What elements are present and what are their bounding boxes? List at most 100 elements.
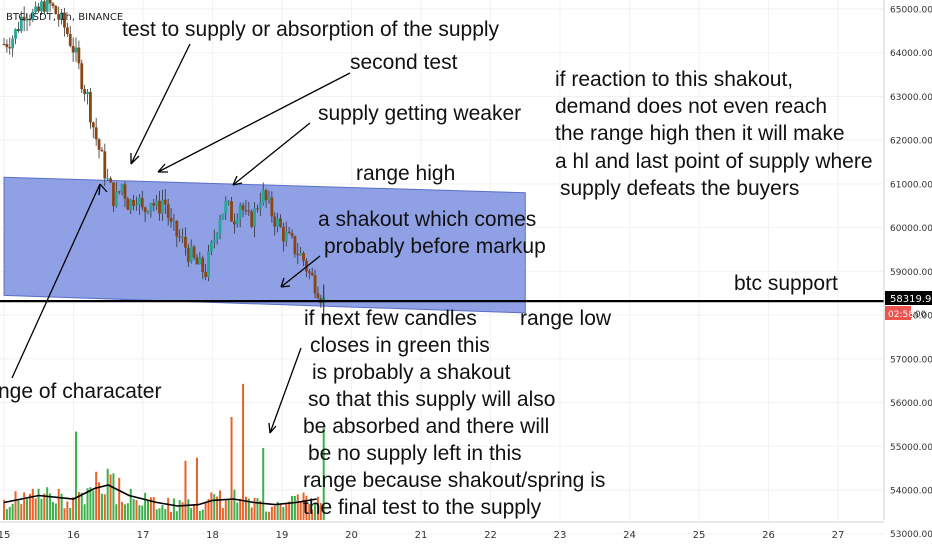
volume-bar [242,383,245,520]
candle-body [60,12,64,20]
volume-bar [8,507,11,520]
volume-bar [250,507,253,520]
volume-bar [161,504,164,520]
volume-bar [291,495,294,520]
volume-bar [149,497,152,520]
candle-body [181,236,184,238]
volume-bar [23,492,26,520]
volume-bar [230,416,233,520]
volume-bar [265,511,268,520]
candle-body [94,127,98,140]
volume-bar [100,493,103,520]
candle-body [284,231,288,242]
volume-bar [256,498,259,520]
price-axis: 65000.00 64000.00 63000.00 62000.00 61000.00… [890,6,932,541]
candle-body [132,199,136,206]
candle-body [166,204,170,218]
candle-body [235,219,239,225]
price-label-partial: .00 [912,310,927,320]
volume-bar [72,497,75,520]
candle-body [302,252,305,261]
candle-body [192,246,196,258]
candle-body [273,216,277,227]
volume-bar [216,496,219,520]
candle-body [279,218,282,227]
candle-body [40,1,43,12]
volume-bar [121,501,124,520]
volume-bar [207,499,210,520]
time-tick-label: 18 [206,530,219,541]
time-tick-label: 15 [0,530,10,541]
candle-body [287,231,291,234]
volume-bar [155,509,158,520]
volume-bar [98,482,101,520]
candle-body [5,44,9,48]
candle-body [218,219,222,234]
volume-bar [11,503,14,520]
annotation-btc-support: btc support [734,272,838,295]
annotation-next-6: be no supply left in this [308,442,522,465]
symbol-label: BTCUSDT, 1h, BINANCE [6,12,123,23]
time-tick-label: 16 [67,530,80,541]
volume-bar [49,493,52,520]
volume-bar [37,488,40,520]
candle-body [212,239,216,243]
volume-ma-line [3,484,317,507]
candle-body [267,197,271,201]
volume-bar [178,500,181,520]
annotation-reaction-5: supply defeats the buyers [560,177,799,200]
candle-body [175,220,179,237]
volume-bar [204,502,207,520]
candle-body [34,6,38,12]
candle-body [270,197,274,217]
volume-bar [299,501,302,520]
volume-bar [89,487,92,520]
candle-body [25,19,29,21]
volume-bar [14,491,17,520]
volume-bar [175,511,178,520]
candle-body [114,191,118,207]
candle-body [184,236,187,248]
volume-bar [152,497,155,520]
time-tick-label: 19 [276,530,289,541]
candle-body [227,201,231,203]
candle-body [163,199,167,205]
candle-body [238,205,242,220]
candle-body [256,208,259,210]
candle-body [74,47,78,53]
candle-body [103,151,107,179]
current-price-badge [885,291,932,305]
volume-bar [236,502,239,520]
annotation-second-test: second test [350,51,458,74]
volume-bar [319,503,322,520]
candle-body [172,220,176,222]
volume-bar [40,498,43,520]
volume-bar [253,497,256,520]
candle-body [307,271,311,273]
volume-bar [103,494,106,520]
volume-bar [288,501,291,520]
annotation-next-3: is probably a shakout [312,361,511,384]
annotation-change-of-character: nge of characater [0,380,161,403]
volume-bar [262,448,265,520]
annotation-next-2: closes in green this [310,334,490,357]
candle-body [54,6,58,15]
candle-body [86,91,89,95]
candle-body [140,197,144,208]
volume-bar [282,507,285,520]
candle-body [42,1,46,12]
candle-body [31,11,35,21]
price-tick-label: 62000.00 [890,137,932,147]
candle-body [155,200,159,206]
volume-bar [311,509,314,520]
current-price-label: 58319.99 [890,294,932,305]
volume-bar [181,502,184,520]
volume-bar [31,488,34,520]
volume-bar [193,503,196,520]
volume-bar [147,499,150,520]
candle-body [296,253,300,256]
volume-bar [296,494,299,520]
annotation-test-supply: test to supply or absorption of the supp… [122,18,500,41]
volume-bar [5,509,8,520]
